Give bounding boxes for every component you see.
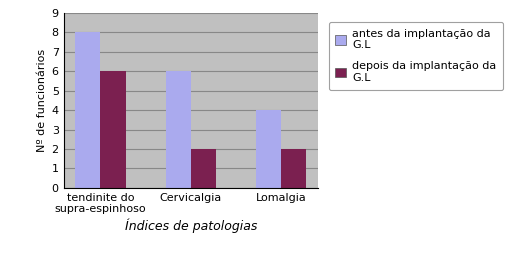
X-axis label: Índices de patologias: Índices de patologias bbox=[125, 218, 257, 233]
Bar bbox=[165, 71, 191, 188]
Bar bbox=[256, 110, 281, 188]
Bar bbox=[191, 149, 216, 188]
Y-axis label: Nº de funcionários: Nº de funcionários bbox=[38, 49, 48, 152]
Bar bbox=[101, 71, 126, 188]
Bar bbox=[281, 149, 306, 188]
Legend: antes da implantação da
G.L, depois da implantação da
G.L: antes da implantação da G.L, depois da i… bbox=[329, 22, 503, 90]
Bar bbox=[75, 32, 101, 188]
